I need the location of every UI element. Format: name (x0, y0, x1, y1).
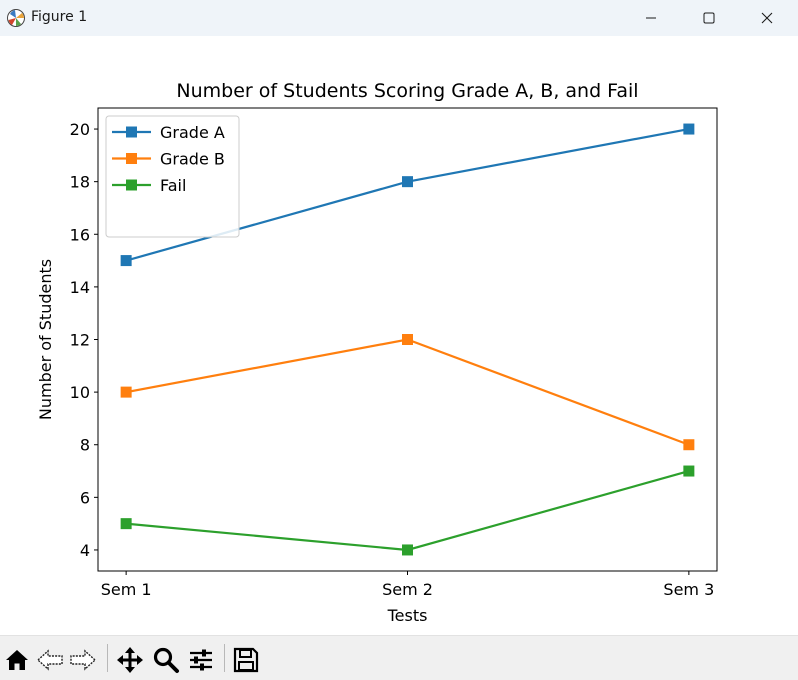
x-tick-label: Sem 3 (663, 580, 714, 599)
minimize-button[interactable] (622, 0, 680, 36)
maximize-button[interactable] (680, 0, 738, 36)
y-tick-label: 14 (70, 278, 90, 297)
x-tick-label: Sem 2 (382, 580, 433, 599)
y-tick-label: 4 (80, 541, 90, 560)
x-tick-label: Sem 1 (101, 580, 152, 599)
y-tick-label: 6 (80, 488, 90, 507)
matplotlib-app-icon (7, 9, 25, 27)
forward-button[interactable] (68, 645, 98, 675)
navigation-toolbar (0, 635, 798, 680)
figure-canvas[interactable]: Number of Students Scoring Grade A, B, a… (0, 36, 798, 635)
data-point-1-1 (402, 334, 413, 345)
configure-subplots-button[interactable] (186, 645, 216, 675)
configure-subplots-icon (190, 649, 212, 671)
data-point-2-2 (683, 465, 695, 477)
y-tick-label: 16 (70, 225, 90, 244)
pan-button[interactable] (115, 645, 145, 675)
y-tick-label: 12 (70, 331, 90, 350)
legend-marker (126, 126, 137, 138)
y-tick-label: 8 (80, 436, 90, 455)
y-tick-label: 18 (70, 173, 90, 192)
back-arrow-icon (36, 649, 63, 671)
data-point-0-0 (120, 255, 132, 267)
forward-arrow-icon (70, 649, 97, 671)
data-point-2-1 (402, 544, 413, 556)
data-point-0-2 (683, 123, 695, 135)
toolbar-separator (224, 644, 225, 672)
legend-label: Grade B (160, 150, 225, 169)
legend-label: Grade A (160, 123, 225, 142)
y-tick-label: 10 (70, 383, 90, 402)
series-line-1 (125, 338, 690, 446)
home-icon (6, 650, 28, 670)
maximize-icon (703, 12, 715, 24)
pan-icon (117, 647, 143, 673)
data-point-2-0 (120, 518, 132, 530)
window-titlebar: Figure 1 (0, 0, 798, 36)
close-button[interactable] (738, 0, 796, 36)
toolbar-separator (107, 644, 108, 672)
x-axis-label: Tests (387, 606, 428, 625)
y-axis-label: Number of Students (36, 259, 55, 420)
window-title: Figure 1 (31, 9, 88, 25)
legend-label: Fail (160, 176, 186, 195)
data-point-1-0 (120, 386, 132, 398)
legend-box (105, 115, 240, 238)
y-tick-label: 20 (70, 120, 90, 139)
back-button[interactable] (35, 645, 65, 675)
data-point-0-1 (402, 176, 413, 188)
data-point-1-2 (683, 439, 695, 451)
zoom-button[interactable] (151, 645, 181, 675)
close-icon (761, 12, 773, 24)
home-button[interactable] (2, 645, 32, 675)
legend-marker (126, 153, 137, 164)
save-icon (233, 647, 259, 673)
minimize-icon (646, 17, 656, 19)
save-button[interactable] (231, 645, 261, 675)
chart-title: Number of Students Scoring Grade A, B, a… (176, 80, 638, 102)
series-line-2 (126, 469, 690, 552)
line-chart: Number of Students Scoring Grade A, B, a… (36, 80, 718, 625)
legend-marker (126, 179, 137, 191)
zoom-icon (153, 647, 179, 673)
